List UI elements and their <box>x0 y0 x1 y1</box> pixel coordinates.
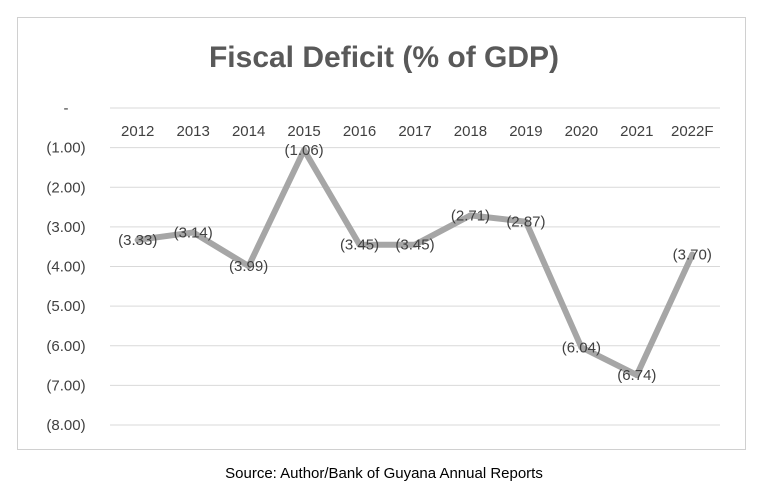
y-tick-label: (7.00) <box>46 377 85 394</box>
y-tick-label: (5.00) <box>46 298 85 315</box>
x-tick-label: 2022F <box>671 123 714 140</box>
data-label: (3.45) <box>395 237 434 254</box>
data-point <box>578 344 585 351</box>
chart-title: Fiscal Deficit (% of GDP) <box>208 41 560 74</box>
x-tick-label: 2014 <box>232 123 265 140</box>
y-tick-label: (8.00) <box>46 417 85 434</box>
data-point <box>633 372 640 379</box>
data-point <box>522 218 529 225</box>
x-tick-label: 2013 <box>176 123 209 140</box>
data-label: (3.33) <box>118 232 157 249</box>
data-label: (2.71) <box>451 207 490 224</box>
x-tick-label: 2021 <box>620 123 653 140</box>
data-label: (3.14) <box>174 224 213 241</box>
y-tick-label: (4.00) <box>46 259 85 276</box>
data-label: (6.74) <box>617 367 656 384</box>
x-tick-label: 2020 <box>565 123 598 140</box>
data-point <box>356 241 363 248</box>
chart-frame <box>17 17 746 450</box>
x-tick-label: 2019 <box>509 123 542 140</box>
data-point <box>190 229 197 236</box>
y-tick-label: (3.00) <box>46 219 85 236</box>
data-point <box>689 251 696 258</box>
x-tick-label: 2018 <box>454 123 487 140</box>
data-point <box>412 241 418 248</box>
data-point <box>301 147 308 154</box>
data-label: (3.45) <box>340 237 379 254</box>
x-tick-label: 2015 <box>287 123 320 140</box>
x-tick-label: 2012 <box>121 123 154 140</box>
y-tick-label: (2.00) <box>46 179 85 196</box>
source-note: Source: Author/Bank of Guyana Annual Rep… <box>225 465 543 482</box>
data-label: (2.87) <box>506 214 545 231</box>
data-label: (1.06) <box>284 142 323 159</box>
y-tick-label: (1.00) <box>46 140 85 157</box>
data-label: (3.99) <box>229 258 268 275</box>
data-label: (6.04) <box>562 339 601 356</box>
x-tick-label: 2017 <box>398 123 431 140</box>
y-tick-label: - <box>64 100 69 117</box>
data-point <box>134 236 141 243</box>
series-line <box>134 147 696 379</box>
data-label: (3.70) <box>673 247 712 264</box>
data-point <box>245 263 252 270</box>
data-point <box>467 212 474 219</box>
y-tick-label: (6.00) <box>46 338 85 355</box>
x-tick-label: 2016 <box>343 123 376 140</box>
